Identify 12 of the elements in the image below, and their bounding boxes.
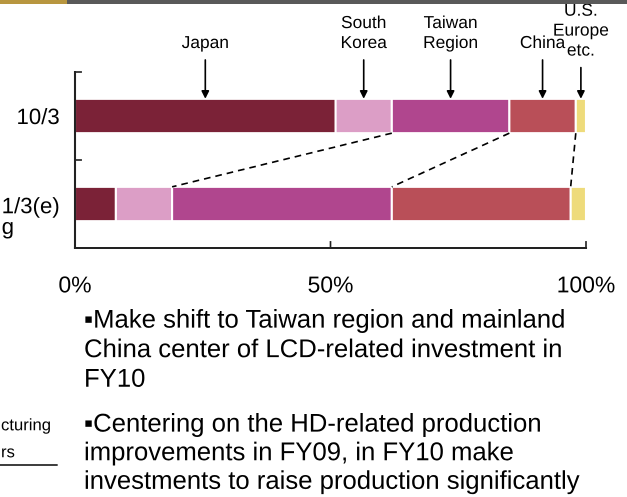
- text: Japan: [182, 36, 228, 52]
- text: cturing: [2, 418, 50, 434]
- text: South Korea: [342, 15, 387, 48]
- x-tick-label: 0%: [59, 276, 91, 293]
- y-tick-label: 1/3(e) g: [2, 197, 58, 239]
- x-tick-label: 50%: [308, 276, 353, 293]
- text: Taiwan Region: [424, 15, 477, 52]
- text: rs: [2, 448, 14, 458]
- text: ▪Centering on the HD-related production improvements in FY09, in FY10 make investments to raise production significantly: [85, 413, 580, 494]
- x-tick-label: 100%: [558, 276, 614, 293]
- y-tick-label: 10/3: [18, 108, 59, 124]
- text: ▪Make shift to Taiwan region and mainland China center of LCD-related investment in FY10: [85, 309, 564, 387]
